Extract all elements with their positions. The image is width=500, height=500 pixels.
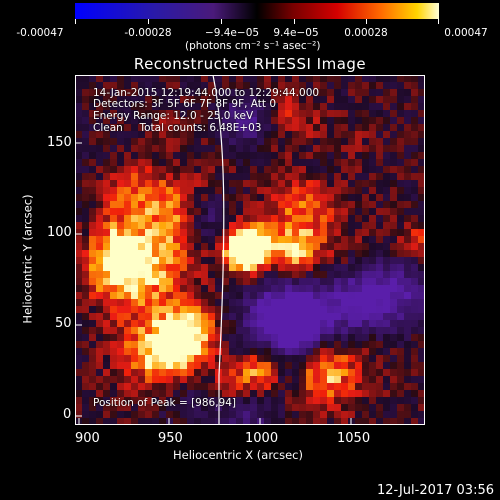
plot-frame: [75, 75, 425, 425]
x-axis-label: Heliocentric X (arcsec): [173, 448, 303, 462]
detectors-text: Detectors: 3F 5F 6F 7F 8F 9F, Att 0: [93, 98, 277, 110]
y-tick-label: 50: [55, 316, 72, 331]
colorbar-tick: [75, 19, 76, 24]
x-tick-label: 950: [158, 431, 183, 446]
image-title: Reconstructed RHESSI Image: [133, 55, 367, 73]
solar-limb: [212, 75, 225, 425]
colorbar-tick: [221, 19, 222, 24]
image-pixels: [75, 75, 425, 425]
colorbar-label: 0.00047: [444, 27, 488, 39]
colorbar-units: (photons cm⁻² s⁻¹ asec⁻²): [185, 40, 321, 52]
colorbar-label: -0.00047: [16, 27, 64, 39]
colorbar-label: 0.00028: [344, 27, 388, 39]
x-tick-label: 1000: [245, 431, 279, 446]
colorbar-label: −9.4e−05: [204, 27, 260, 39]
x-tick-label: 900: [75, 431, 100, 446]
colorbar-label: -0.00028: [124, 27, 172, 39]
colorbar: [75, 3, 439, 19]
generated-date: 12-Jul-2017 03:56: [376, 483, 494, 498]
y-axis-label: Heliocentric Y (arcsec): [20, 194, 35, 324]
colorbar-tick: [294, 19, 295, 24]
y-tick-label: 0: [63, 407, 72, 422]
rhessi-image: [75, 75, 425, 425]
clean-counts-text: Clean Total counts: 6.48E+03: [93, 122, 262, 134]
y-tick-label: 100: [47, 225, 72, 240]
time-range-text: 14-Jan-2015 12:19:44.000 to 12:29:44.000: [93, 87, 320, 99]
y-tick-label: 150: [47, 135, 72, 150]
colorbar-tick: [366, 19, 367, 24]
axis-ticks: [75, 142, 352, 425]
x-tick-label: 1050: [337, 431, 371, 446]
peak-position-text: Position of Peak = [986,94]: [93, 397, 237, 409]
colorbar-label: 9.4e−05: [273, 27, 319, 39]
colorbar-tick: [438, 19, 439, 24]
colorbar-tick: [148, 19, 149, 24]
energy-range-text: Energy Range: 12.0 - 25.0 keV: [93, 110, 254, 122]
